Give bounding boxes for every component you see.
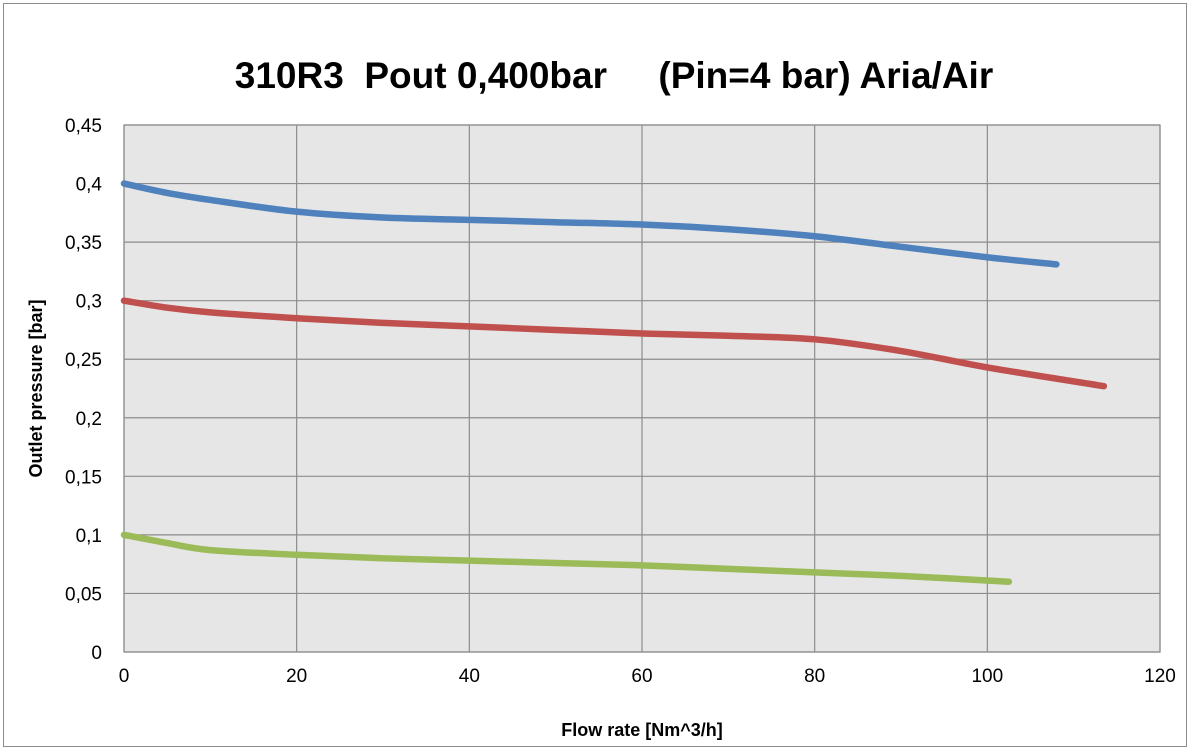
- x-tick-label: 0: [119, 666, 130, 687]
- series-line-3: [120, 531, 1013, 585]
- x-tick-label: 60: [631, 666, 652, 687]
- y-tick-label: 0,05: [65, 584, 102, 605]
- x-axis-ticks: 0 20 40 60 80 100 120: [119, 666, 1176, 687]
- y-tick-label: 0,25: [65, 350, 102, 371]
- series-line-1: [120, 180, 1060, 268]
- x-tick-label: 120: [1144, 666, 1176, 687]
- x-tick-label: 40: [459, 666, 480, 687]
- series-line-2: [120, 297, 1108, 390]
- y-tick-label: 0,1: [76, 526, 102, 547]
- grid-lines: [123, 124, 1161, 653]
- y-tick-label: 0,45: [65, 116, 102, 137]
- x-axis-label: Flow rate [Nm^3/h]: [561, 720, 723, 740]
- y-tick-label: 0: [91, 643, 102, 664]
- series-layer: [120, 180, 1108, 585]
- x-tick-label: 20: [286, 666, 307, 687]
- y-tick-label: 0,35: [65, 233, 102, 254]
- x-tick-label: 100: [971, 666, 1003, 687]
- y-tick-label: 0,4: [76, 175, 103, 196]
- y-tick-label: 0,15: [65, 467, 102, 488]
- y-tick-label: 0,2: [76, 409, 102, 430]
- y-tick-label: 0,3: [76, 292, 102, 313]
- y-axis-ticks: 0 0,05 0,1 0,15 0,2 0,25 0,3 0,35 0,4 0,45: [65, 116, 102, 664]
- x-tick-label: 80: [804, 666, 825, 687]
- chart-title: 310R3 Pout 0,400bar (Pin=4 bar) Aria/Air: [235, 55, 993, 96]
- y-axis-label: Outlet pressure [bar]: [26, 299, 46, 477]
